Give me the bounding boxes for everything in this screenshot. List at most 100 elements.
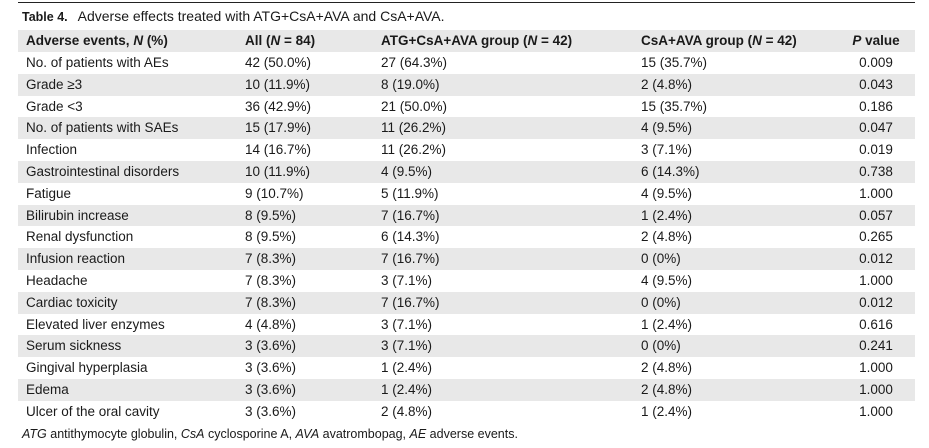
cell-csa-group: 4 (9.5%)	[641, 185, 693, 201]
table-row: Renal dysfunction 8 (9.5%) 6 (14.3%) 2 (4.8…	[18, 226, 915, 248]
cell-atg-group: 11 (26.2%)	[381, 120, 447, 136]
table-row: Fatigue 9 (10.7%) 5 (11.9%) 4 (9.5%) 1.000	[18, 183, 915, 205]
cell-p-value: 0.616	[859, 316, 893, 332]
col-header-atg-group: ATG+CsA+AVA group (N = 42)	[381, 33, 573, 48]
cell-adverse-event: Serum sickness	[26, 338, 122, 354]
cell-p-value: 0.012	[859, 251, 893, 267]
cell-p-value: 0.043	[859, 76, 893, 92]
cell-csa-group: 1 (2.4%)	[641, 207, 693, 223]
cell-p-value: 0.241	[859, 338, 893, 354]
cell-adverse-event: Headache	[26, 272, 88, 288]
cell-atg-group: 2 (4.8%)	[381, 403, 433, 419]
cell-all: 3 (3.6%)	[245, 360, 297, 376]
cell-csa-group: 0 (0%)	[641, 251, 681, 267]
cell-atg-group: 3 (7.1%)	[381, 272, 433, 288]
cell-all: 36 (42.9%)	[245, 98, 312, 114]
cell-atg-group: 21 (50.0%)	[381, 98, 448, 114]
col-header-p-value: P value	[852, 33, 900, 48]
cell-adverse-event: Cardiac toxicity	[26, 294, 118, 310]
cell-p-value: 0.009	[859, 55, 893, 70]
table-title: Adverse effects treated with ATG+CsA+AVA…	[77, 8, 445, 24]
cell-atg-group: 3 (7.1%)	[381, 338, 433, 354]
cell-p-value: 1.000	[859, 403, 893, 419]
cell-atg-group: 8 (19.0%)	[381, 76, 440, 92]
cell-adverse-event: Gastrointestinal disorders	[26, 163, 180, 179]
adverse-effects-table: Adverse events, N (%) All (N = 84) ATG+C…	[18, 30, 915, 423]
cell-csa-group: 1 (2.4%)	[641, 403, 693, 419]
cell-adverse-event: Infection	[26, 142, 78, 158]
table-row: Grade ≥3 10 (11.9%) 8 (19.0%) 2 (4.8%) 0.043	[18, 73, 915, 96]
cell-csa-group: 3 (7.1%)	[641, 142, 693, 158]
table-figure: Table 4. Adverse effects treated with ATG…	[18, 2, 915, 441]
cell-atg-group: 27 (64.3%)	[381, 55, 448, 70]
cell-adverse-event: Renal dysfunction	[26, 229, 134, 245]
cell-csa-group: 15 (35.7%)	[641, 55, 708, 70]
cell-atg-group: 1 (2.4%)	[381, 381, 433, 397]
cell-adverse-event: No. of patients with AEs	[26, 55, 169, 70]
cell-p-value: 0.047	[859, 120, 893, 136]
cell-csa-group: 4 (9.5%)	[641, 120, 693, 136]
cell-p-value: 0.186	[859, 98, 893, 114]
table-row: Infusion reaction 7 (8.3%) 7 (16.7%) 0 (0%)…	[18, 248, 915, 270]
cell-csa-group: 2 (4.8%)	[641, 360, 693, 376]
table-row: Grade <3 36 (42.9%) 21 (50.0%) 15 (35.7%) 0.…	[18, 96, 915, 118]
cell-all: 9 (10.7%)	[245, 185, 304, 201]
cell-csa-group: 2 (4.8%)	[641, 381, 693, 397]
cell-p-value: 0.738	[859, 163, 893, 179]
table-row: Gastrointestinal disorders 10 (11.9%) 4 (9…	[18, 160, 915, 183]
cell-csa-group: 2 (4.8%)	[641, 229, 693, 245]
table-row: Headache 7 (8.3%) 3 (7.1%) 4 (9.5%) 1.000	[18, 270, 915, 292]
cell-all: 8 (9.5%)	[245, 229, 297, 245]
cell-atg-group: 1 (2.4%)	[381, 360, 433, 376]
cell-p-value: 1.000	[859, 360, 893, 376]
cell-all: 10 (11.9%)	[245, 76, 311, 92]
cell-adverse-event: Ulcer of the oral cavity	[26, 403, 160, 419]
cell-all: 14 (16.7%)	[245, 142, 312, 158]
cell-csa-group: 0 (0%)	[641, 294, 681, 310]
cell-all: 3 (3.6%)	[245, 381, 297, 397]
table-row: Infection 14 (16.7%) 11 (26.2%) 3 (7.1%) 0.0…	[18, 139, 915, 161]
cell-atg-group: 7 (16.7%)	[381, 294, 440, 310]
cell-all: 42 (50.0%)	[245, 55, 312, 70]
cell-adverse-event: Elevated liver enzymes	[26, 316, 165, 332]
cell-adverse-event: Infusion reaction	[26, 251, 126, 267]
table-row: Gingival hyperplasia 3 (3.6%) 1 (2.4%) 2 (4…	[18, 357, 915, 379]
table-row: Bilirubin increase 8 (9.5%) 7 (16.7%) 1 (2.…	[18, 204, 915, 227]
cell-atg-group: 3 (7.1%)	[381, 316, 433, 332]
cell-p-value: 0.012	[859, 294, 893, 310]
table-row: No. of patients with AEs 42 (50.0%) 27 (64…	[18, 52, 915, 74]
col-header-all: All (N = 84)	[245, 33, 316, 48]
top-rule	[18, 2, 915, 3]
cell-p-value: 0.265	[859, 229, 893, 245]
cell-adverse-event: Edema	[26, 381, 69, 397]
table-footnote: ATG antithymocyte globulin, CsA cyclospo…	[22, 426, 518, 441]
table-row: Elevated liver enzymes 4 (4.8%) 3 (7.1%) 1 …	[18, 314, 915, 336]
cell-atg-group: 6 (14.3%)	[381, 229, 440, 245]
cell-all: 7 (8.3%)	[245, 251, 297, 267]
table-row: Serum sickness 3 (3.6%) 3 (7.1%) 0 (0%) 0.24…	[18, 335, 915, 358]
cell-all: 8 (9.5%)	[245, 207, 297, 223]
table-row: Edema 3 (3.6%) 1 (2.4%) 2 (4.8%) 1.000	[18, 378, 915, 401]
cell-adverse-event: Grade <3	[26, 98, 83, 114]
cell-all: 7 (8.3%)	[245, 272, 297, 288]
header-row: Adverse events, N (%) All (N = 84) ATG+C…	[18, 30, 915, 52]
cell-csa-group: 2 (4.8%)	[641, 76, 693, 92]
cell-csa-group: 1 (2.4%)	[641, 316, 693, 332]
table-row: No. of patients with SAEs 15 (17.9%) 11 (2…	[18, 117, 915, 140]
cell-adverse-event: Bilirubin increase	[26, 207, 129, 223]
col-header-adverse-events: Adverse events, N (%)	[26, 33, 168, 48]
table-row: Ulcer of the oral cavity 3 (3.6%) 2 (4.8%)…	[18, 401, 915, 423]
cell-atg-group: 7 (16.7%)	[381, 207, 440, 223]
cell-p-value: 0.057	[859, 207, 893, 223]
cell-all: 3 (3.6%)	[245, 403, 297, 419]
cell-p-value: 0.019	[859, 142, 893, 158]
table-row: Cardiac toxicity 7 (8.3%) 7 (16.7%) 0 (0%) 0…	[18, 291, 915, 314]
cell-p-value: 1.000	[859, 272, 893, 288]
cell-all: 15 (17.9%)	[245, 120, 312, 136]
cell-atg-group: 11 (26.2%)	[381, 142, 447, 158]
cell-atg-group: 7 (16.7%)	[381, 251, 440, 267]
table-caption: Table 4. Adverse effects treated with ATG…	[18, 3, 915, 30]
cell-adverse-event: No. of patients with SAEs	[26, 120, 179, 136]
cell-csa-group: 15 (35.7%)	[641, 98, 708, 114]
cell-all: 10 (11.9%)	[245, 163, 311, 179]
